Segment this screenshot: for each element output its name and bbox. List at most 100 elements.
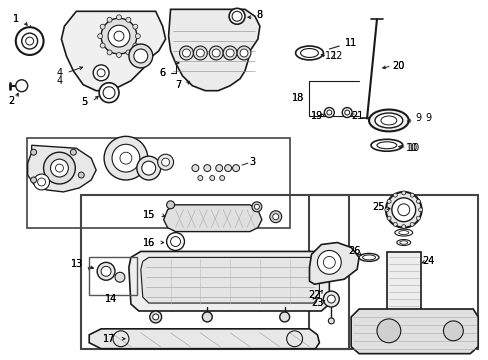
Circle shape: [401, 225, 405, 229]
Ellipse shape: [300, 49, 318, 58]
Circle shape: [344, 110, 349, 115]
Text: 24: 24: [422, 256, 434, 266]
Circle shape: [212, 49, 220, 57]
Text: 14: 14: [105, 294, 117, 304]
Circle shape: [157, 154, 173, 170]
Text: 2: 2: [9, 96, 15, 105]
Circle shape: [120, 152, 132, 164]
Text: 7: 7: [175, 80, 181, 90]
Circle shape: [392, 193, 396, 197]
Circle shape: [26, 37, 34, 45]
Circle shape: [418, 208, 422, 212]
Text: 3: 3: [248, 157, 254, 167]
Circle shape: [126, 50, 131, 55]
Text: 11: 11: [345, 38, 357, 48]
Circle shape: [116, 15, 121, 20]
Text: 20: 20: [392, 61, 404, 71]
Circle shape: [21, 33, 38, 49]
Ellipse shape: [295, 46, 323, 60]
Circle shape: [386, 199, 390, 203]
Text: 4: 4: [56, 76, 62, 86]
Text: 15: 15: [142, 210, 155, 220]
Circle shape: [324, 108, 334, 117]
Text: 10: 10: [405, 143, 417, 153]
Text: 22: 22: [307, 290, 320, 300]
Text: 9: 9: [415, 113, 421, 123]
Circle shape: [16, 80, 28, 92]
Ellipse shape: [394, 229, 412, 236]
Text: 2: 2: [9, 96, 15, 105]
Text: 26: 26: [347, 247, 360, 256]
Polygon shape: [309, 243, 358, 284]
Circle shape: [232, 11, 242, 21]
Ellipse shape: [398, 231, 408, 235]
Text: 4: 4: [56, 68, 62, 78]
Circle shape: [50, 159, 68, 177]
Circle shape: [193, 46, 207, 60]
Circle shape: [376, 319, 400, 343]
Circle shape: [100, 43, 105, 48]
Circle shape: [409, 222, 413, 226]
Circle shape: [135, 33, 140, 39]
Ellipse shape: [376, 142, 396, 149]
Circle shape: [209, 176, 214, 180]
Circle shape: [114, 31, 123, 41]
Ellipse shape: [368, 109, 408, 131]
Circle shape: [162, 158, 169, 166]
Circle shape: [269, 211, 281, 223]
Circle shape: [237, 46, 250, 60]
Circle shape: [133, 24, 138, 29]
Ellipse shape: [358, 253, 378, 261]
Polygon shape: [89, 329, 319, 349]
Text: 5: 5: [81, 96, 87, 107]
Text: 1: 1: [13, 14, 19, 24]
Circle shape: [397, 204, 409, 216]
Circle shape: [191, 165, 199, 172]
Polygon shape: [61, 11, 165, 91]
Circle shape: [34, 174, 49, 190]
Circle shape: [215, 165, 222, 172]
Circle shape: [31, 149, 37, 155]
Text: 18: 18: [291, 93, 303, 103]
Bar: [309, 195, 477, 349]
Circle shape: [101, 266, 111, 276]
Circle shape: [179, 46, 193, 60]
Ellipse shape: [399, 241, 407, 244]
Text: 6: 6: [159, 68, 165, 78]
Circle shape: [224, 165, 231, 172]
Text: 5: 5: [81, 96, 87, 107]
Text: 10: 10: [407, 143, 419, 153]
Circle shape: [279, 312, 289, 322]
Text: 23: 23: [310, 298, 323, 308]
Circle shape: [326, 295, 335, 303]
Text: 13: 13: [71, 259, 83, 269]
Text: 25: 25: [372, 202, 385, 212]
Text: 11: 11: [345, 38, 357, 48]
Text: 8: 8: [256, 10, 263, 20]
Circle shape: [98, 33, 102, 39]
Circle shape: [97, 262, 115, 280]
Circle shape: [416, 216, 420, 220]
Circle shape: [342, 108, 351, 117]
Text: 19: 19: [311, 111, 323, 121]
Ellipse shape: [374, 113, 402, 128]
Text: 24: 24: [422, 256, 434, 266]
Circle shape: [240, 49, 247, 57]
Polygon shape: [163, 205, 262, 231]
Circle shape: [97, 69, 105, 77]
Circle shape: [385, 192, 421, 228]
Text: 14: 14: [105, 294, 117, 304]
Ellipse shape: [370, 139, 402, 151]
Circle shape: [104, 136, 147, 180]
Text: 12: 12: [325, 51, 337, 61]
Circle shape: [134, 49, 147, 63]
Text: 21: 21: [350, 112, 363, 121]
Text: 17: 17: [102, 334, 115, 344]
Circle shape: [93, 65, 109, 81]
Circle shape: [203, 165, 210, 172]
Text: 13: 13: [71, 259, 83, 269]
Circle shape: [323, 256, 335, 268]
Text: 15: 15: [142, 210, 155, 220]
Circle shape: [133, 43, 138, 48]
Circle shape: [38, 178, 45, 186]
